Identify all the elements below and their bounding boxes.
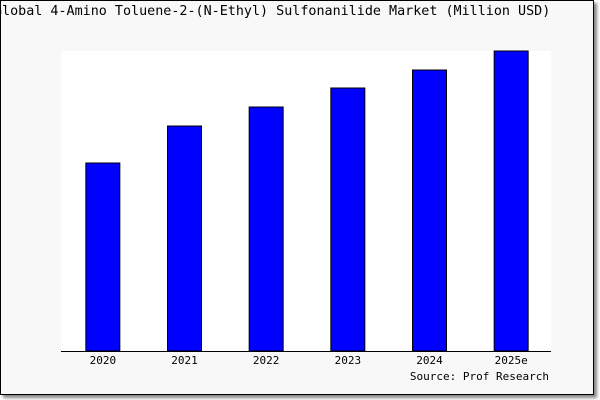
bar-2021 xyxy=(167,125,202,352)
chart-title: Global 4-Amino Toluene-2-(N-Ethyl) Sulfo… xyxy=(0,4,551,19)
bar-2024 xyxy=(412,69,447,352)
x-tick-label: 2024 xyxy=(416,354,443,367)
chart-frame: Global 4-Amino Toluene-2-(N-Ethyl) Sulfo… xyxy=(0,0,594,395)
bar-2025e xyxy=(493,50,529,352)
x-tick-label: 2022 xyxy=(253,354,280,367)
bar-chart: 2020 2021 2022 2023 2024 2025e Source: Prof R… xyxy=(61,50,551,383)
x-tick-label: 2025e xyxy=(495,354,528,367)
x-tick-label: 2023 xyxy=(335,354,362,367)
source-label: Source: Prof Research xyxy=(410,370,549,383)
bar-2020 xyxy=(85,162,121,352)
x-tick-label: 2021 xyxy=(171,354,198,367)
bar-2022 xyxy=(248,106,284,352)
plot-area xyxy=(61,51,551,351)
bar-2023 xyxy=(330,87,366,352)
x-tick-label: 2020 xyxy=(90,354,117,367)
